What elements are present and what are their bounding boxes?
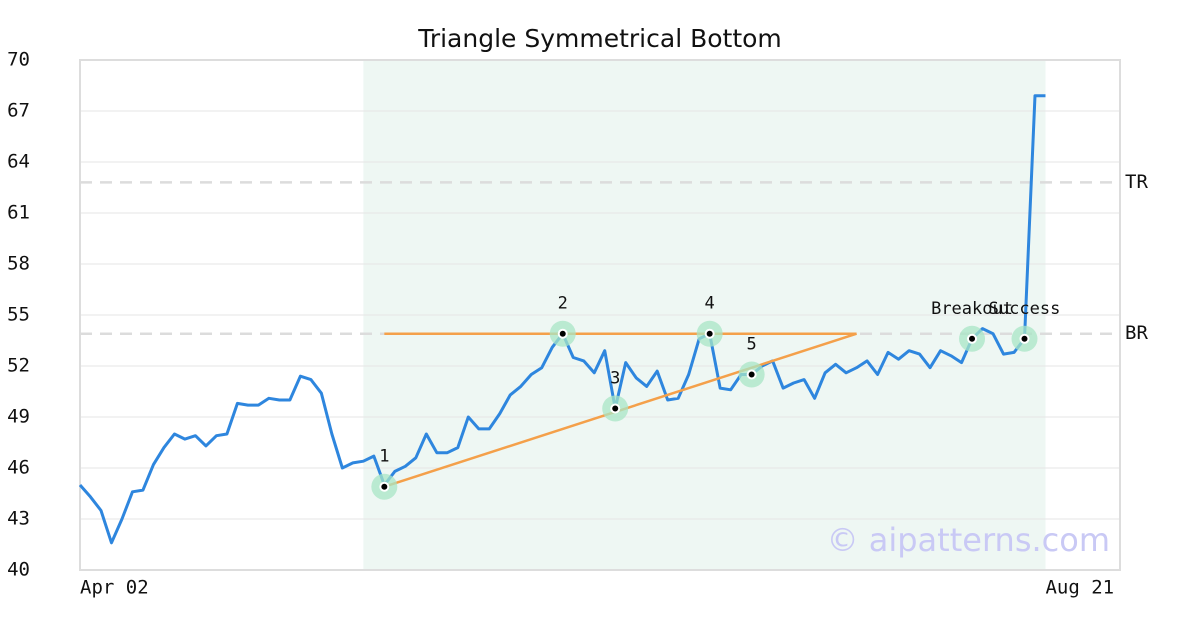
y-tick-label: 49 — [7, 406, 30, 428]
x-tick-label: Aug 21 — [1045, 577, 1114, 599]
point — [967, 333, 978, 344]
level-label: TR — [1125, 171, 1148, 193]
plot-frame — [79, 59, 1121, 571]
y-tick-label: 40 — [7, 559, 30, 581]
y-tick-label: 70 — [7, 49, 30, 71]
y-tick-label: 58 — [7, 253, 30, 275]
point-label: 1 — [379, 447, 389, 467]
point-label: 3 — [610, 369, 620, 389]
y-tick-label: 52 — [7, 355, 30, 377]
y-tick-label: 55 — [7, 304, 30, 326]
point — [610, 403, 621, 414]
point-label: 2 — [558, 294, 568, 314]
level-label: BR — [1125, 322, 1148, 344]
x-tick-label: Apr 02 — [80, 577, 149, 599]
point-label: 5 — [747, 335, 757, 355]
chart-title: Triangle Symmetrical Bottom — [417, 24, 782, 53]
point-label: Success — [989, 299, 1061, 319]
point-label: 4 — [705, 294, 715, 314]
point — [746, 369, 757, 380]
point — [1019, 333, 1030, 344]
point — [557, 328, 568, 339]
point — [704, 328, 715, 339]
y-tick-label: 46 — [7, 457, 30, 479]
watermark: © aipatterns.com — [827, 521, 1110, 559]
point-label: Breakout — [931, 299, 1013, 319]
y-tick-label: 43 — [7, 508, 30, 530]
y-tick-label: 64 — [7, 151, 30, 173]
y-tick-label: 67 — [7, 100, 30, 122]
point — [379, 481, 390, 492]
y-tick-label: 61 — [7, 202, 30, 224]
